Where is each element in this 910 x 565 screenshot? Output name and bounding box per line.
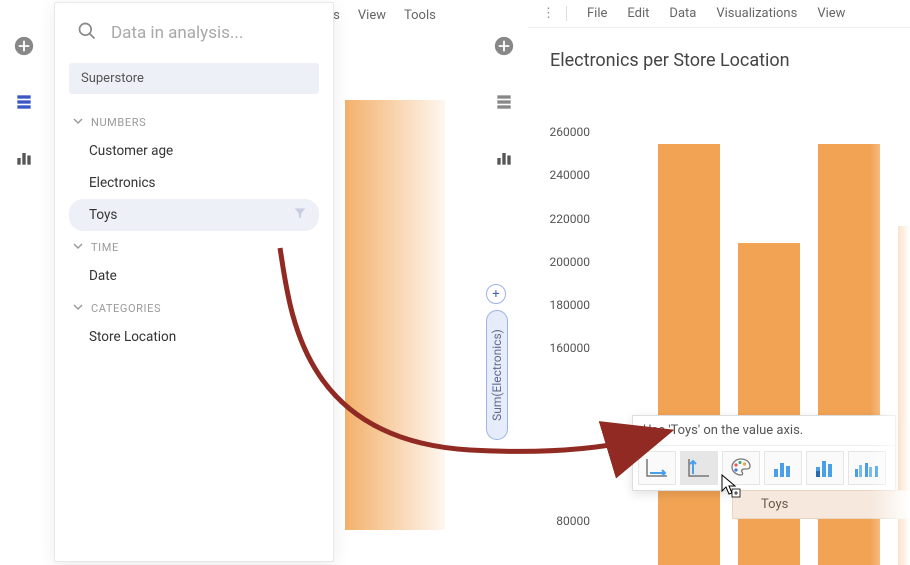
menu-edit[interactable]: Edit (627, 6, 649, 21)
left-tool-rail (0, 0, 48, 565)
chevron-down-icon (73, 241, 83, 254)
background-bar (345, 100, 445, 530)
field-label: Toys (89, 207, 117, 223)
group-label: NUMBERS (91, 116, 146, 129)
menu-item-tools[interactable]: Tools (404, 8, 436, 23)
drop-action-barchart-2[interactable] (806, 451, 844, 485)
filter-icon (293, 206, 307, 224)
left-menubar-partial: ns View Tools (316, 0, 480, 30)
field-electronics[interactable]: Electronics (69, 167, 319, 199)
drop-action-row (633, 446, 895, 490)
group-header-time[interactable]: TIME (69, 231, 319, 260)
menu-file[interactable]: File (587, 6, 607, 21)
y-tick: 80000 (542, 514, 590, 528)
drag-ghost-chip: Toys (732, 490, 910, 519)
y-tick: 260000 (542, 125, 590, 139)
y-axis-label-pill[interactable]: Sum(Electronics) (486, 310, 508, 440)
data-panel: Data in analysis... Superstore NUMBERS C… (54, 2, 334, 562)
field-customer-age[interactable]: Customer age (69, 135, 319, 167)
drop-action-barchart-3[interactable] (848, 451, 886, 485)
kebab-icon[interactable]: ⋮ (542, 6, 567, 21)
group-label: CATEGORIES (91, 302, 161, 315)
add-button[interactable] (490, 32, 518, 60)
y-tick: 220000 (542, 212, 590, 226)
chevron-down-icon (73, 302, 83, 315)
group-label: TIME (91, 241, 119, 254)
right-menubar: ⋮ File Edit Data Visualizations View (528, 0, 910, 28)
y-tick: 240000 (542, 168, 590, 182)
field-date[interactable]: Date (69, 260, 319, 292)
right-tool-rail (480, 0, 528, 565)
chevron-down-icon (73, 116, 83, 129)
drop-target-popover: Use 'Toys' on the value axis. (632, 415, 896, 491)
y-tick: 200000 (542, 255, 590, 269)
data-panel-icon[interactable] (10, 88, 38, 116)
menu-view[interactable]: View (817, 6, 845, 21)
chart-area: Electronics per Store Location + Sum(Ele… (542, 40, 910, 565)
group-header-categories[interactable]: CATEGORIES (69, 292, 319, 321)
bar[interactable] (658, 144, 720, 565)
add-button[interactable] (10, 32, 38, 60)
left-pane: ns View Tools Data in analysis... (0, 0, 480, 565)
group-header-numbers[interactable]: NUMBERS (69, 106, 319, 135)
search-row: Data in analysis... (55, 3, 333, 57)
chart-icon[interactable] (490, 144, 518, 172)
field-store-location[interactable]: Store Location (69, 321, 319, 353)
menu-data[interactable]: Data (669, 6, 696, 21)
menu-item-view[interactable]: View (358, 8, 386, 23)
search-input[interactable]: Data in analysis... (111, 23, 243, 43)
chart-body: + Sum(Electronics) 260000240000220000200… (542, 90, 910, 565)
drop-action-x-axis[interactable] (638, 451, 676, 485)
chart-icon[interactable] (10, 144, 38, 172)
data-source-chip[interactable]: Superstore (69, 63, 319, 94)
menu-visualizations[interactable]: Visualizations (716, 6, 797, 21)
drop-tip-text: Use 'Toys' on the value axis. (633, 416, 895, 446)
data-panel-icon[interactable] (490, 88, 518, 116)
field-toys[interactable]: Toys (69, 199, 319, 231)
drop-action-barchart-1[interactable] (764, 451, 802, 485)
right-pane: ⋮ File Edit Data Visualizations View Ele… (480, 0, 910, 565)
y-axis-label: Sum(Electronics) (490, 329, 504, 421)
y-tick: 180000 (542, 298, 590, 312)
drop-action-y-axis[interactable] (680, 451, 718, 485)
y-tick: 160000 (542, 341, 590, 355)
drag-label: Toys (761, 497, 788, 512)
chart-title: Electronics per Store Location (550, 50, 910, 71)
search-icon (77, 21, 97, 45)
drop-action-color[interactable] (722, 451, 760, 485)
add-axis-button[interactable]: + (486, 284, 506, 304)
